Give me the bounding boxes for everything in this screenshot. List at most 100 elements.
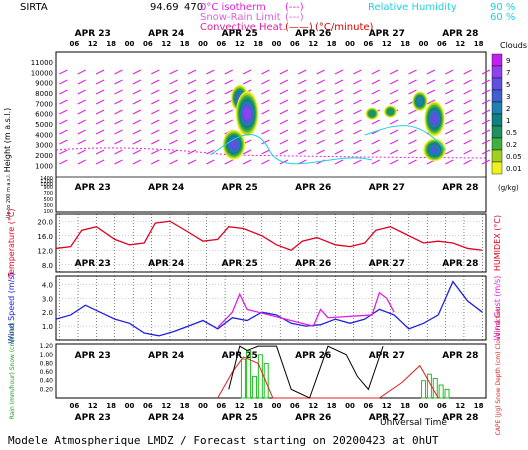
wind-barb (187, 119, 197, 125)
wind-barb (59, 149, 68, 155)
wind-barb (187, 139, 197, 145)
wind-barb (261, 139, 270, 145)
wind-barb (316, 99, 325, 105)
bottom-date-label: APR 28 (442, 413, 478, 423)
wind-barb (95, 89, 105, 95)
temp-date-label: APR 25 (222, 259, 258, 269)
cloud-date-label: APR 25 (222, 183, 258, 193)
cloud-date-label: APR 27 (369, 183, 405, 193)
temp-date-label: APR 28 (442, 259, 478, 269)
height-tick-label: 7000 (35, 100, 53, 108)
wind-barb (334, 89, 344, 95)
height-tick-label: 11000 (31, 59, 53, 67)
wind-barb (261, 119, 270, 125)
wind-barb (445, 139, 454, 145)
wind-barb (151, 129, 160, 135)
cloud-panel-frame (55, 51, 487, 213)
wind-barb (426, 89, 436, 95)
wind-barb (114, 129, 123, 135)
wind-barb (132, 129, 142, 135)
wind-barb (279, 139, 289, 145)
wind-tick-label: 4.0 (42, 281, 53, 289)
wind-barb (389, 69, 399, 75)
wind-barb (114, 119, 123, 125)
colorbar-unit: (g/kg) (498, 184, 519, 192)
top-hour-label: 06 (217, 40, 227, 48)
wind-barb (408, 129, 417, 135)
top-hour-label: 06 (437, 40, 447, 48)
wind-barb (187, 79, 197, 85)
rain-hour-label: 12 (308, 402, 318, 410)
colorbar-swatch (491, 77, 503, 91)
wind-barb (206, 99, 215, 105)
wind-barb (463, 89, 472, 95)
height-tick-label: 10000 (31, 69, 53, 77)
temp-date-label: APR 23 (75, 259, 111, 269)
wind-barb (59, 119, 68, 125)
wind-barb (59, 89, 68, 95)
temp-tick-label: 20.0 (37, 218, 53, 226)
top-hour-label: 12 (308, 40, 318, 48)
wind-barb (371, 159, 380, 165)
rain-date-label: APR 28 (442, 351, 478, 361)
top-date-label: APR 23 (75, 29, 111, 39)
wind-barb (114, 149, 123, 155)
wind-barb (298, 79, 307, 85)
legend-convective-box: (——) (285, 22, 313, 33)
cloud-fraction-line (228, 345, 384, 399)
wind-barb (481, 109, 491, 115)
wind-barb (151, 119, 160, 125)
wind-series-line (217, 291, 395, 328)
legend-convective-label: Convective Heat. (200, 22, 286, 33)
top-hour-label: 06 (290, 40, 300, 48)
wind-barb (334, 119, 344, 125)
wind-barb (426, 99, 436, 105)
wind-barb (261, 149, 270, 155)
wind-barb (59, 159, 68, 165)
wind-barb (77, 69, 86, 75)
wind-barb (114, 109, 123, 115)
wind-barb (463, 139, 472, 145)
wind-barb (114, 89, 123, 95)
wind-barb (279, 119, 289, 125)
wind-barb (95, 159, 105, 165)
top-hour-label: 18 (400, 40, 410, 48)
cloud-cell (386, 107, 395, 116)
wind-barb (261, 89, 270, 95)
wind-barb (95, 69, 105, 75)
rain-tick-label: 0.20 (40, 386, 54, 393)
wind-barb (389, 99, 399, 105)
rain-hour-label: 18 (253, 402, 263, 410)
colorbar-swatch (491, 113, 503, 127)
wind-barb (353, 119, 362, 125)
wind-barb (316, 109, 325, 115)
top-date-label: APR 24 (148, 29, 184, 39)
wind-barb (279, 79, 289, 85)
rain-ylabel: Rain (mm/hour) Snow (cm/hour) (9, 323, 16, 420)
wind-barb (169, 139, 178, 145)
colorbar-tick-label: 0.05 (506, 153, 522, 161)
temp-tick-label: 8.0 (42, 262, 53, 270)
wind-barb (242, 159, 252, 165)
wind-barb (95, 149, 105, 155)
wind-barb (279, 69, 289, 75)
bottom-date-label: APR 27 (369, 413, 405, 423)
wind-barb (279, 149, 289, 155)
wind-barb (261, 69, 270, 75)
top-hour-label: 18 (106, 40, 116, 48)
wind-barb (95, 119, 105, 125)
wind-series-line (55, 280, 483, 337)
temp-date-label: APR 24 (148, 259, 184, 269)
rain-tick-label: 1.20 (40, 343, 54, 350)
colorbar-tick-label: 9 (506, 57, 510, 65)
wind-barb (169, 69, 178, 75)
low-height-tick-label: 500 (43, 197, 53, 203)
top-hour-label: 12 (88, 40, 98, 48)
rain-tick-label: 0.80 (40, 360, 54, 367)
colorbar-swatch (491, 149, 503, 163)
height-tick-label: 1000 (35, 162, 53, 170)
rain-hour-label: 12 (455, 402, 465, 410)
rain-hour-label: 00 (419, 402, 429, 410)
wind-barb (95, 129, 105, 135)
rain-hour-label: 18 (400, 402, 410, 410)
